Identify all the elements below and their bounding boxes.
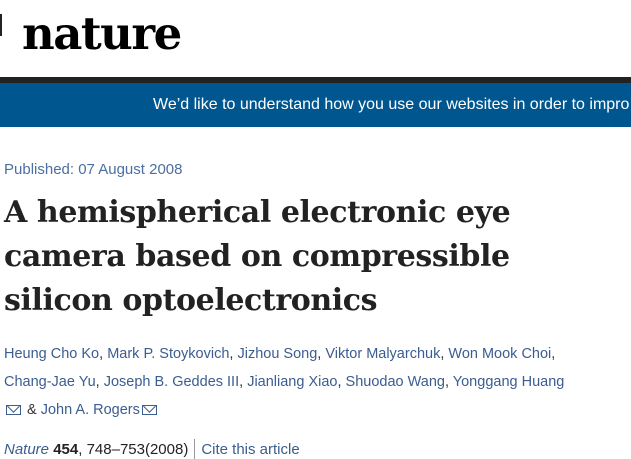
author-separator: , xyxy=(444,374,453,390)
author-separator: , xyxy=(317,346,326,362)
author-link[interactable]: Yonggang Huang xyxy=(452,374,565,390)
citation-divider xyxy=(194,439,196,459)
email-icon[interactable] xyxy=(141,405,157,415)
author-link[interactable]: Won Mook Choi xyxy=(448,346,552,362)
author-separator: , xyxy=(440,346,449,362)
author-list: Heung Cho Ko, Mark P. Stoykovich, Jizhou… xyxy=(4,340,629,424)
author-ampersand: & xyxy=(23,402,41,418)
site-header: nature xyxy=(0,0,631,77)
published-date: Published: 07 August 2008 xyxy=(4,161,183,178)
journal-name[interactable]: Nature xyxy=(4,441,50,458)
author-link[interactable]: Shuodao Wang xyxy=(345,374,445,390)
citation-line: Nature 454, 748–753(2008) Cite this artic… xyxy=(4,439,300,459)
author-link[interactable]: Jianliang Xiao xyxy=(247,374,338,390)
author-link[interactable]: Viktor Malyarchuk xyxy=(325,346,441,362)
author-link[interactable]: Joseph B. Geddes III xyxy=(103,374,240,390)
header-rule xyxy=(0,77,631,83)
survey-banner-link[interactable]: We’d like to understand how you use our … xyxy=(153,96,630,113)
author-link[interactable]: Heung Cho Ko xyxy=(4,346,100,362)
cite-this-article-link[interactable]: Cite this article xyxy=(201,441,300,458)
author-link[interactable]: Chang-Jae Yu xyxy=(4,374,96,390)
author-separator: , xyxy=(229,346,238,362)
article-title: A hemispherical electronic eye camera ba… xyxy=(4,195,511,318)
author-separator: , xyxy=(239,374,248,390)
author-link[interactable]: Jizhou Song xyxy=(237,346,318,362)
corresponding-author-link[interactable]: John A. Rogers xyxy=(40,402,140,418)
author-separator: , xyxy=(99,346,108,362)
publication-year: (2008) xyxy=(144,441,189,458)
nature-logo[interactable]: nature xyxy=(22,7,182,60)
author-separator: , xyxy=(337,374,346,390)
author-link[interactable]: Mark P. Stoykovich xyxy=(107,346,230,362)
page-edge-marker xyxy=(0,14,2,36)
cookie-survey-banner: We’d like to understand how you use our … xyxy=(0,83,631,127)
author-separator: , xyxy=(95,374,104,390)
page-range: , 748–753 xyxy=(78,441,145,458)
volume-number: 454 xyxy=(53,441,79,458)
author-separator: , xyxy=(551,346,556,362)
email-icon[interactable] xyxy=(6,405,21,415)
